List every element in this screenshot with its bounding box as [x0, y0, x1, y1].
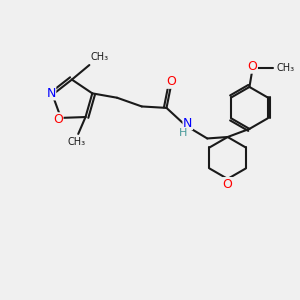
Text: CH₃: CH₃	[68, 137, 86, 147]
Text: O: O	[223, 178, 232, 191]
Text: O: O	[53, 113, 63, 126]
Text: N: N	[46, 87, 56, 100]
Text: CH₃: CH₃	[276, 63, 294, 73]
Text: H: H	[179, 128, 187, 138]
Text: N: N	[183, 116, 192, 130]
Text: O: O	[248, 60, 257, 73]
Text: O: O	[166, 75, 176, 88]
Text: CH₃: CH₃	[91, 52, 109, 61]
